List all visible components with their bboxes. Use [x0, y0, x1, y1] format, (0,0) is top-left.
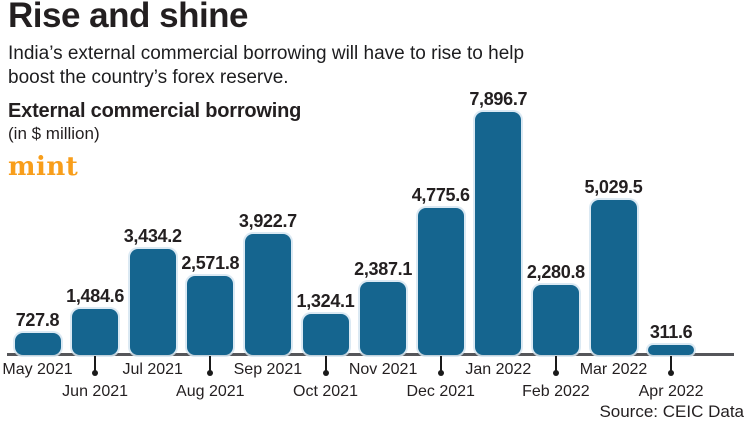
bar [532, 285, 579, 355]
source-note: Source: CEIC Data [599, 402, 744, 421]
bar-value-label: 3,434.2 [123, 226, 182, 246]
x-axis-label: Jul 2021 [122, 361, 183, 378]
x-axis-label: Feb 2022 [522, 383, 590, 400]
x-axis-label: Apr 2022 [638, 383, 704, 400]
bar [648, 345, 695, 355]
bar-value-label: 1,324.1 [296, 291, 355, 311]
bar-value-label: 4,775.6 [411, 185, 470, 205]
bar [244, 234, 291, 355]
page-title: Rise and shine [8, 0, 249, 35]
tick-line [670, 356, 673, 373]
x-axis-label: Aug 2021 [176, 383, 245, 400]
x-axis-label: Mar 2022 [579, 361, 648, 378]
bar [187, 276, 234, 355]
bar-value-label: 727.8 [15, 310, 60, 330]
x-axis-label: Sep 2021 [233, 361, 303, 378]
bar [417, 208, 464, 355]
bar [475, 112, 522, 355]
chart-title: External commercial borrowing [8, 100, 302, 122]
tick-line [324, 356, 327, 373]
bar-value-label: 2,571.8 [181, 253, 240, 273]
x-axis-label: Jan 2022 [465, 361, 532, 378]
bar-value-label: 2,387.1 [354, 259, 413, 279]
tick-line [439, 356, 442, 373]
bar [72, 309, 119, 355]
bar-value-label: 2,280.8 [526, 262, 585, 282]
bar-value-label: 5,029.5 [584, 177, 643, 197]
bar [590, 200, 637, 355]
bar [129, 249, 176, 355]
bar-value-label: 3,922.7 [238, 211, 297, 231]
x-axis-label: Dec 2021 [406, 383, 475, 400]
mint-logo: mint [8, 152, 79, 182]
x-axis-label: May 2021 [2, 361, 73, 378]
x-axis-label: Nov 2021 [348, 361, 418, 378]
x-axis-label: Jun 2021 [62, 383, 129, 400]
tick-line [554, 356, 557, 373]
tick-dot [207, 370, 214, 376]
tick-line [209, 356, 212, 373]
tick-dot [552, 370, 559, 376]
bar [302, 314, 349, 355]
tick-dot [437, 370, 444, 376]
bar-value-label: 311.6 [649, 322, 693, 342]
bar-value-label: 1,484.6 [66, 286, 125, 306]
bar [360, 282, 407, 355]
tick-dot [322, 370, 329, 376]
page-subtitle: India’s external commercial borrowing wi… [8, 43, 525, 88]
chart-units-label: (in $ million) [8, 124, 100, 143]
bar [14, 333, 61, 355]
tick-dot [92, 370, 99, 376]
bar-value-label: 7,896.7 [469, 89, 528, 109]
tick-dot [668, 370, 675, 376]
tick-line [94, 356, 97, 373]
x-axis-label: Oct 2021 [293, 383, 358, 400]
